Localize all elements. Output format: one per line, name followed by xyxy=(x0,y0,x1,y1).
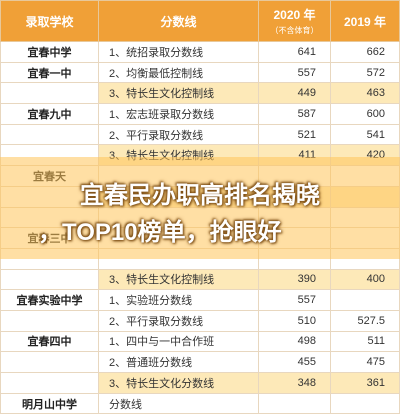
table-row: 宜春实验中学 1、实验班分数线 557 xyxy=(0,289,400,311)
score-2020-cell: 521 xyxy=(258,123,331,146)
school-cell: 明月山中学 xyxy=(0,392,99,414)
header-2020-label: 2020 年 xyxy=(273,8,316,22)
score-line-cell: 分数线 xyxy=(98,392,259,414)
score-2020-cell xyxy=(258,247,331,270)
header-2020-note: （不含体育） xyxy=(270,26,319,35)
score-2020-cell: 557 xyxy=(258,61,331,84)
school-cell: 宜春中学 xyxy=(0,41,99,63)
school-cell xyxy=(0,309,99,332)
score-2019-cell: 572 xyxy=(330,61,400,84)
score-2020-cell: 510 xyxy=(258,309,331,332)
score-line-cell xyxy=(98,247,259,270)
school-cell xyxy=(0,247,99,270)
score-line-cell: 1、四中与一中合作班 xyxy=(98,330,259,353)
school-cell xyxy=(0,123,99,146)
score-line-cell: 3、特长生文化控制线 xyxy=(98,144,259,167)
score-line-cell: 1、统招录取分数线 xyxy=(98,41,259,63)
headline-line-2: ，TOP10榜单，抢眼好 xyxy=(38,219,282,246)
score-2020-cell: 587 xyxy=(258,103,331,125)
school-cell: 宜春四中 xyxy=(0,330,99,353)
table-row: 3、特长生文化分数线 348 361 xyxy=(0,372,400,394)
score-2019-cell: 475 xyxy=(330,351,400,373)
score-2020-cell: 449 xyxy=(258,82,331,105)
table-row: 宜春四中 1、四中与一中合作班 498 511 xyxy=(0,330,400,353)
score-2020-cell: 390 xyxy=(258,268,331,291)
score-line-cell: 1、实验班分数线 xyxy=(98,289,259,311)
score-2020-cell: 455 xyxy=(258,351,331,373)
table-row xyxy=(0,247,400,270)
school-cell xyxy=(0,268,99,291)
score-2019-cell: 361 xyxy=(330,372,400,394)
school-cell xyxy=(0,351,99,373)
score-2019-cell: 511 xyxy=(330,330,400,353)
score-2019-cell: 662 xyxy=(330,41,400,63)
table-row: 2、平行录取分数线 521 541 xyxy=(0,123,400,146)
score-2019-cell: 541 xyxy=(330,123,400,146)
score-2019-cell: 420 xyxy=(330,144,400,167)
table-row: 宜春九中 1、宏志班录取分数线 587 600 xyxy=(0,103,400,125)
table-row: 明月山中学 分数线 xyxy=(0,392,400,414)
score-2019-cell: 527.5 xyxy=(330,309,400,332)
table-row: 2、平行录取分数线 510 527.5 xyxy=(0,309,400,332)
header-2019: 2019 年 xyxy=(330,0,400,42)
table-row: 3、特长生文化控制线 390 400 xyxy=(0,268,400,291)
score-2020-cell: 348 xyxy=(258,372,331,394)
table-row: 宜春中学 1、统招录取分数线 641 662 xyxy=(0,41,400,63)
table-header-row: 录取学校 分数线 2020 年 （不含体育） 2019 年 xyxy=(0,0,400,42)
score-line-cell: 3、特长生文化分数线 xyxy=(98,372,259,394)
score-line-cell: 3、特长生文化控制线 xyxy=(98,268,259,291)
score-2019-cell: 463 xyxy=(330,82,400,105)
table-row: 3、特长生文化控制线 411 420 xyxy=(0,144,400,167)
header-school: 录取学校 xyxy=(0,0,99,42)
score-line-cell: 2、平行录取分数线 xyxy=(98,309,259,332)
school-cell xyxy=(0,82,99,105)
table-row: 3、特长生文化控制线 449 463 xyxy=(0,82,400,105)
school-cell: 宜春九中 xyxy=(0,103,99,125)
score-line-cell: 1、宏志班录取分数线 xyxy=(98,103,259,125)
score-2020-cell: 641 xyxy=(258,41,331,63)
score-line-cell: 2、均衡最低控制线 xyxy=(98,61,259,84)
score-2019-cell xyxy=(330,289,400,311)
school-cell xyxy=(0,144,99,167)
score-line-cell: 2、平行录取分数线 xyxy=(98,123,259,146)
table-row: 宜春一中 2、均衡最低控制线 557 572 xyxy=(0,61,400,84)
score-2020-cell xyxy=(258,392,331,414)
score-2019-cell xyxy=(330,392,400,414)
header-score-line: 分数线 xyxy=(98,0,259,42)
table-row: 2、普通班分数线 455 475 xyxy=(0,351,400,373)
score-2019-cell: 600 xyxy=(330,103,400,125)
school-cell: 宜春实验中学 xyxy=(0,289,99,311)
score-2019-cell xyxy=(330,247,400,270)
school-cell xyxy=(0,372,99,394)
header-2020: 2020 年 （不含体育） xyxy=(258,0,331,42)
score-2020-cell: 557 xyxy=(258,289,331,311)
school-cell: 宜春一中 xyxy=(0,61,99,84)
score-line-cell: 3、特长生文化控制线 xyxy=(98,82,259,105)
score-2020-cell: 498 xyxy=(258,330,331,353)
headline-line-1: 宜春民办职高排名揭晓 xyxy=(80,182,320,209)
score-2019-cell: 400 xyxy=(330,268,400,291)
score-line-cell: 2、普通班分数线 xyxy=(98,351,259,373)
score-2020-cell: 411 xyxy=(258,144,331,167)
